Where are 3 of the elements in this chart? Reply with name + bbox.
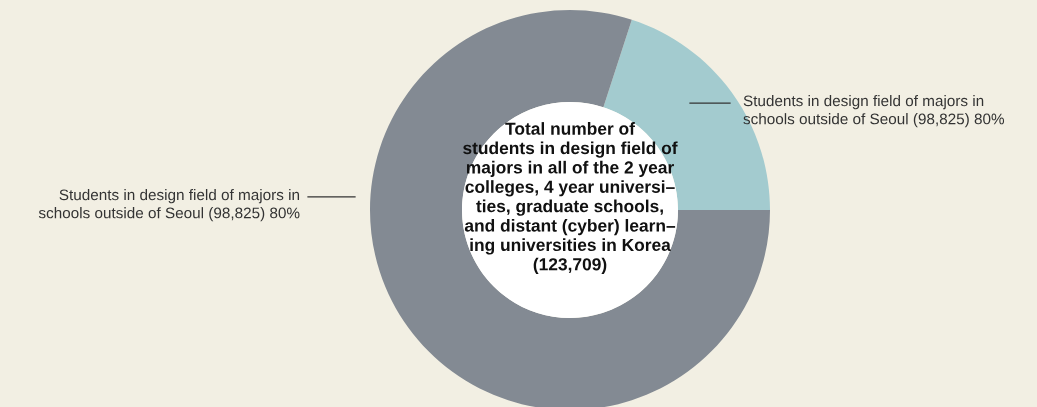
slice-label: Students in design field of majors in schools outside of Seoul (98,825) 80% bbox=[38, 189, 300, 222]
text: Total number of students in design field of majors in all of the 2 year colleges, 4 year universi– ties, graduate schools, and distant (cyber) learn– ing universities in Korea (123,709) bbox=[463, 122, 678, 274]
slice-label: Students in design field of majors in schools outside of Seoul (98,825) 80% bbox=[743, 95, 1005, 128]
